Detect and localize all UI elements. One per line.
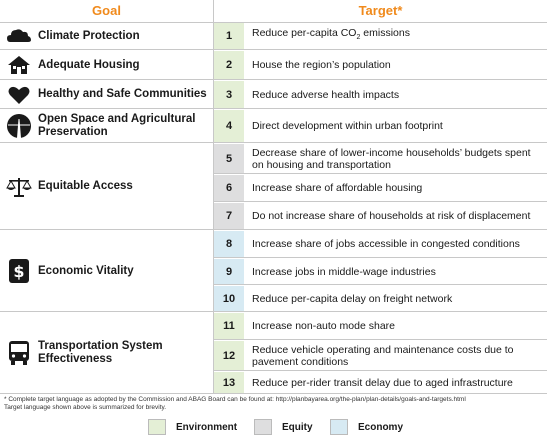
legend-equity: Equity xyxy=(254,418,313,436)
target-row: 12 Reduce vehicle operating and maintena… xyxy=(214,341,547,371)
target-text: Decrease share of lower-income household… xyxy=(252,146,531,171)
target-row: 13 Reduce per-rider transit delay due to… xyxy=(214,372,547,394)
goal-label: Healthy and Safe Communities xyxy=(38,88,207,100)
target-number: 5 xyxy=(214,144,244,173)
bus-icon xyxy=(4,338,34,368)
goal-label: Equitable Access xyxy=(38,180,133,192)
target-row: 2 House the region’s population xyxy=(214,51,547,80)
goal-equitable-access: Equitable Access xyxy=(0,144,213,230)
legend-environment: Environment xyxy=(148,418,237,436)
legend-label: Equity xyxy=(282,421,313,433)
footnote-line: * Complete target language as adopted by… xyxy=(4,396,466,403)
goal-transportation-effectiveness: Transportation System Effectiveness xyxy=(0,313,213,394)
target-text: Increase share of jobs accessible in con… xyxy=(252,238,520,250)
goal-column-header: Goal xyxy=(0,0,214,23)
target-row: 6 Increase share of affordable housing xyxy=(214,175,547,202)
legend-swatch xyxy=(254,419,272,435)
target-number: 13 xyxy=(214,372,244,393)
target-number: 11 xyxy=(214,313,244,339)
target-text: Do not increase share of households at r… xyxy=(252,210,531,222)
target-row: 1 Reduce per-capita CO2 emissions xyxy=(214,23,547,50)
goal-label: Transportation System Effectiveness xyxy=(38,340,163,365)
target-row: 7 Do not increase share of households at… xyxy=(214,203,547,230)
target-text: Increase jobs in middle-wage industries xyxy=(252,265,436,278)
target-number: 1 xyxy=(214,23,244,49)
road-fields-icon xyxy=(4,111,34,141)
target-number: 10 xyxy=(214,286,244,311)
target-text: Reduce vehicle operating and maintenance… xyxy=(252,343,514,368)
target-text: House the region’s population xyxy=(252,59,391,71)
scales-icon xyxy=(4,172,34,202)
goal-label: Economic Vitality xyxy=(38,264,134,277)
goal-label: Climate Protection xyxy=(38,29,140,42)
target-number: 4 xyxy=(214,110,244,142)
target-number: 8 xyxy=(214,231,244,257)
goal-climate-protection: Climate Protection xyxy=(0,23,213,50)
column-divider xyxy=(213,0,214,394)
target-number: 7 xyxy=(214,203,244,229)
goal-label: Open Space and Agricultural Preservation xyxy=(38,113,196,138)
svg-text:$: $ xyxy=(13,262,24,281)
goal-label: Adequate Housing xyxy=(38,58,140,71)
target-text: Increase share of affordable housing xyxy=(252,182,423,194)
legend-label: Environment xyxy=(176,421,238,433)
target-text: Reduce per-rider transit delay due to ag… xyxy=(252,376,513,389)
cloud-icon xyxy=(4,21,34,51)
target-column-header: Target* xyxy=(214,0,547,23)
target-number: 6 xyxy=(214,175,244,201)
heart-icon xyxy=(4,80,34,110)
target-row: 8 Increase share of jobs accessible in c… xyxy=(214,231,547,258)
target-text: Direct development within urban footprin… xyxy=(252,120,443,132)
target-text: Reduce per-capita delay on freight netwo… xyxy=(252,292,453,305)
target-row: 9 Increase jobs in middle-wage industrie… xyxy=(214,259,547,285)
target-row: 11 Increase non-auto mode share xyxy=(214,313,547,340)
target-text: Reduce adverse health impacts xyxy=(252,88,400,101)
goal-healthy-safe-communities: Healthy and Safe Communities xyxy=(0,81,213,109)
goal-open-space: Open Space and Agricultural Preservation xyxy=(0,110,213,143)
goal-economic-vitality: $ Economic Vitality xyxy=(0,231,213,312)
target-row: 4 Direct development within urban footpr… xyxy=(214,110,547,143)
target-text: Increase non-auto mode share xyxy=(252,320,396,332)
footnote-line: Target language shown above is summarize… xyxy=(4,404,167,411)
target-number: 2 xyxy=(214,51,244,79)
target-number: 3 xyxy=(214,81,244,108)
legend-swatch xyxy=(330,419,348,435)
house-icon xyxy=(4,50,34,80)
target-row: 5 Decrease share of lower-income househo… xyxy=(214,144,547,174)
goal-adequate-housing: Adequate Housing xyxy=(0,51,213,80)
dollar-icon: $ xyxy=(4,256,34,286)
target-number: 12 xyxy=(214,341,244,370)
target-row: 3 Reduce adverse health impacts xyxy=(214,81,547,109)
legend-swatch xyxy=(148,419,166,435)
target-text: Reduce per-capita CO2 emissions xyxy=(252,27,410,42)
target-number: 9 xyxy=(214,259,244,284)
legend-label: Economy xyxy=(358,421,404,433)
legend-economy: Economy xyxy=(330,418,403,436)
target-row: 10 Reduce per-capita delay on freight ne… xyxy=(214,286,547,312)
footnote: * Complete target language as adopted by… xyxy=(4,396,544,412)
